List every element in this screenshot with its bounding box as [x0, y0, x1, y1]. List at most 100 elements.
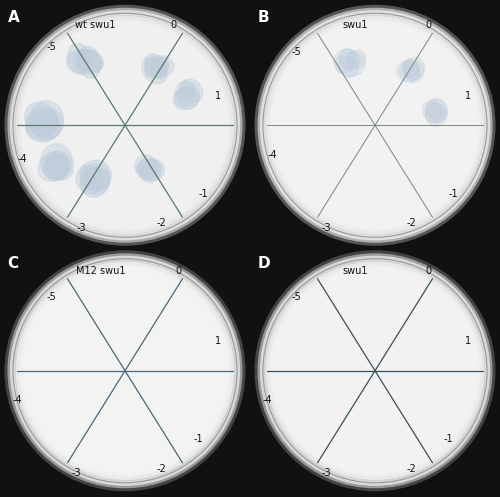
Text: -5: -5 — [47, 42, 56, 52]
Ellipse shape — [78, 46, 101, 78]
Text: -1: -1 — [198, 189, 208, 199]
Ellipse shape — [400, 61, 424, 83]
Text: A: A — [8, 10, 20, 25]
Ellipse shape — [426, 106, 446, 123]
Ellipse shape — [334, 49, 355, 73]
Text: -2: -2 — [157, 464, 166, 474]
Ellipse shape — [40, 144, 72, 180]
Circle shape — [5, 5, 245, 245]
Ellipse shape — [145, 58, 169, 78]
Text: wt swu1: wt swu1 — [76, 20, 116, 30]
Text: -2: -2 — [407, 464, 416, 474]
Ellipse shape — [73, 50, 104, 73]
Text: -4: -4 — [268, 150, 277, 160]
Ellipse shape — [81, 163, 110, 195]
Text: -1: -1 — [194, 434, 203, 444]
Circle shape — [5, 251, 245, 491]
Circle shape — [266, 17, 484, 234]
Circle shape — [258, 8, 492, 242]
Circle shape — [10, 11, 239, 240]
Ellipse shape — [26, 112, 60, 142]
Text: swu1: swu1 — [342, 20, 368, 30]
Ellipse shape — [336, 52, 365, 77]
Ellipse shape — [346, 50, 366, 69]
Ellipse shape — [340, 57, 357, 78]
Text: 0: 0 — [171, 20, 177, 30]
Circle shape — [8, 254, 242, 488]
Ellipse shape — [80, 166, 109, 197]
Ellipse shape — [175, 88, 196, 107]
Text: -5: -5 — [292, 47, 302, 57]
Text: -3: -3 — [322, 223, 331, 233]
Text: -3: -3 — [76, 223, 86, 233]
Circle shape — [255, 251, 495, 491]
Ellipse shape — [30, 101, 64, 140]
Ellipse shape — [24, 102, 57, 136]
Ellipse shape — [80, 160, 112, 189]
Text: -3: -3 — [72, 469, 81, 479]
Text: C: C — [8, 256, 19, 271]
Ellipse shape — [422, 101, 442, 122]
Circle shape — [260, 11, 490, 240]
Ellipse shape — [178, 83, 200, 109]
Text: 1: 1 — [465, 91, 471, 101]
Ellipse shape — [142, 58, 167, 84]
Ellipse shape — [30, 110, 58, 136]
Ellipse shape — [428, 98, 448, 122]
Ellipse shape — [68, 43, 90, 74]
Text: 0: 0 — [176, 265, 182, 275]
Text: swu1: swu1 — [342, 265, 368, 275]
Text: -4: -4 — [18, 155, 27, 165]
Ellipse shape — [137, 159, 158, 179]
Text: D: D — [258, 256, 270, 271]
Ellipse shape — [137, 158, 162, 180]
Ellipse shape — [144, 56, 174, 78]
Circle shape — [16, 262, 234, 479]
Ellipse shape — [175, 81, 194, 100]
Text: -1: -1 — [448, 189, 458, 199]
Ellipse shape — [404, 63, 420, 81]
Ellipse shape — [44, 152, 69, 180]
Text: -2: -2 — [407, 218, 416, 228]
Ellipse shape — [404, 57, 424, 80]
Ellipse shape — [173, 87, 199, 109]
Ellipse shape — [84, 168, 110, 191]
Text: B: B — [258, 10, 270, 25]
Ellipse shape — [44, 155, 70, 178]
Circle shape — [266, 262, 484, 479]
Text: 1: 1 — [215, 91, 221, 101]
Circle shape — [10, 256, 239, 485]
Ellipse shape — [66, 49, 100, 74]
Text: -4: -4 — [262, 395, 272, 405]
Text: -2: -2 — [157, 218, 166, 228]
Circle shape — [258, 254, 492, 488]
Ellipse shape — [340, 49, 359, 70]
Text: -5: -5 — [292, 292, 302, 302]
Text: -5: -5 — [47, 292, 56, 302]
Ellipse shape — [426, 103, 444, 119]
Text: 0: 0 — [426, 20, 432, 30]
Ellipse shape — [396, 61, 419, 82]
Ellipse shape — [425, 99, 447, 126]
Ellipse shape — [134, 155, 155, 175]
Ellipse shape — [141, 159, 165, 180]
Circle shape — [16, 17, 234, 234]
Text: -1: -1 — [444, 434, 453, 444]
Ellipse shape — [38, 153, 68, 181]
Text: -4: -4 — [12, 395, 22, 405]
Circle shape — [8, 8, 242, 242]
Ellipse shape — [26, 107, 63, 140]
Ellipse shape — [76, 165, 104, 194]
Ellipse shape — [46, 151, 74, 180]
Text: M12 swu1: M12 swu1 — [76, 265, 126, 275]
Text: -3: -3 — [322, 469, 331, 479]
Text: 1: 1 — [465, 336, 471, 346]
Ellipse shape — [76, 50, 102, 73]
Ellipse shape — [180, 79, 203, 102]
Ellipse shape — [402, 59, 418, 76]
Ellipse shape — [144, 54, 166, 76]
Circle shape — [255, 5, 495, 245]
Circle shape — [260, 256, 490, 485]
Ellipse shape — [140, 162, 160, 182]
Ellipse shape — [152, 57, 168, 79]
